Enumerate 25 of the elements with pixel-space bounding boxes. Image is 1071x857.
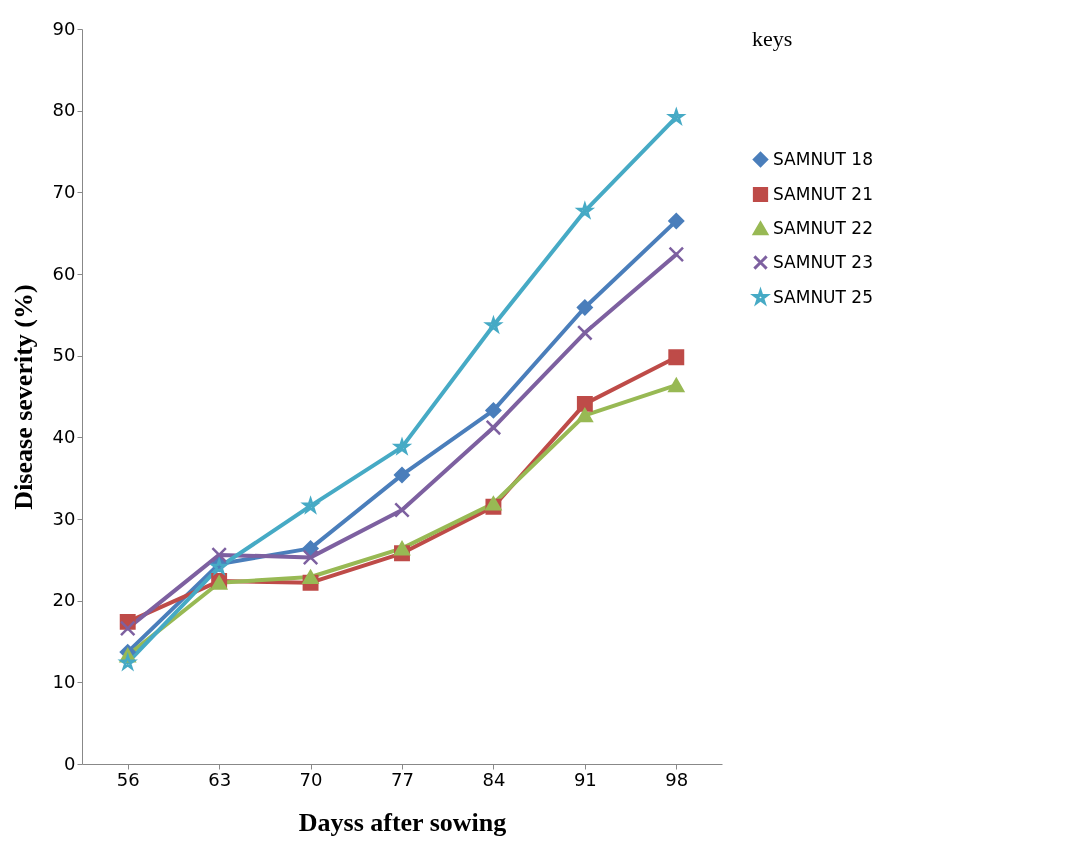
x-tick-label: 63	[208, 768, 232, 790]
x-tick-label: 91	[573, 768, 597, 790]
x-tick-label: 77	[391, 768, 414, 790]
y-tick-label: 60	[52, 262, 76, 284]
legend-title: keys	[752, 26, 793, 51]
y-tick-label: 50	[52, 344, 76, 366]
y-tick-label: 70	[52, 180, 76, 202]
y-tick-label: 80	[52, 99, 76, 121]
x-tick-label: 56	[116, 768, 140, 790]
x-tick-label: 84	[482, 768, 506, 790]
legend-label: SAMNUT 23	[773, 251, 873, 272]
x-tick-label: 70	[299, 768, 323, 790]
y-tick-label: 20	[52, 589, 76, 611]
y-axis-title: Disease severity (%)	[8, 284, 38, 510]
x-axis-title: Dayss after sowing	[298, 807, 507, 837]
legend-label: SAMNUT 21	[773, 183, 873, 204]
y-tick-label: 90	[52, 17, 76, 39]
legend-label: SAMNUT 22	[773, 217, 873, 238]
y-tick-label: 30	[52, 507, 76, 529]
y-tick-label: 0	[64, 752, 76, 774]
y-tick-label: 40	[52, 425, 76, 447]
y-tick-label: 10	[52, 670, 76, 692]
legend-label: SAMNUT 18	[773, 148, 873, 169]
legend-label: SAMNUT 25	[773, 286, 873, 307]
x-tick-label: 98	[665, 768, 689, 790]
